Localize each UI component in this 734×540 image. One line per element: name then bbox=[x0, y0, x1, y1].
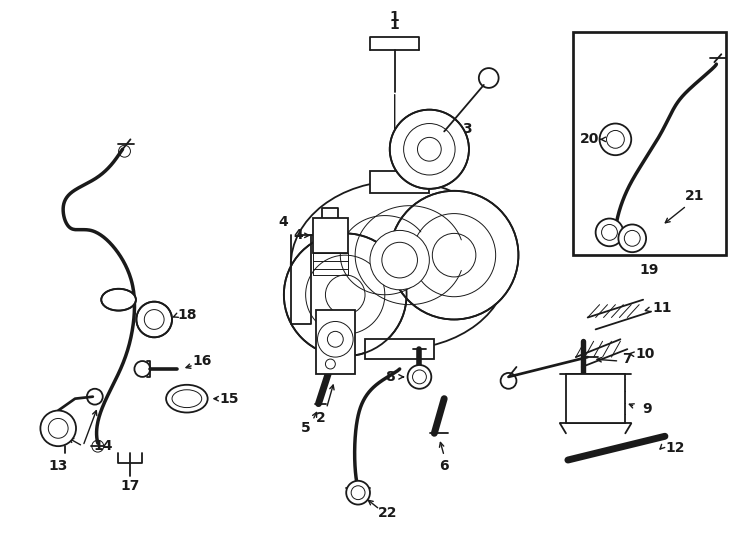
Circle shape bbox=[346, 481, 370, 504]
Text: 10: 10 bbox=[636, 347, 655, 361]
Text: 7: 7 bbox=[622, 352, 632, 366]
Circle shape bbox=[40, 410, 76, 446]
Text: 3: 3 bbox=[462, 123, 472, 137]
Text: 9: 9 bbox=[642, 402, 652, 416]
Text: 4: 4 bbox=[278, 215, 288, 230]
Text: 19: 19 bbox=[639, 263, 658, 277]
Circle shape bbox=[370, 231, 429, 290]
Text: 2: 2 bbox=[316, 411, 325, 426]
Text: 4: 4 bbox=[294, 228, 304, 242]
Text: 16: 16 bbox=[192, 354, 211, 368]
Text: 5: 5 bbox=[301, 421, 310, 435]
Text: 13: 13 bbox=[48, 459, 68, 473]
Text: 18: 18 bbox=[177, 308, 197, 321]
Text: 14: 14 bbox=[93, 439, 112, 453]
Text: 12: 12 bbox=[665, 441, 685, 455]
Circle shape bbox=[600, 124, 631, 155]
Text: 6: 6 bbox=[440, 459, 449, 473]
Circle shape bbox=[390, 110, 469, 189]
Bar bbox=[316, 309, 355, 374]
Text: 22: 22 bbox=[378, 507, 398, 521]
Text: 21: 21 bbox=[685, 189, 705, 203]
Bar bbox=[573, 32, 726, 255]
Text: 11: 11 bbox=[653, 301, 672, 315]
Circle shape bbox=[137, 302, 172, 338]
Bar bbox=[365, 339, 435, 359]
Circle shape bbox=[618, 225, 646, 252]
Ellipse shape bbox=[101, 289, 136, 310]
Text: 20: 20 bbox=[580, 132, 600, 146]
Circle shape bbox=[595, 219, 623, 246]
Circle shape bbox=[284, 233, 407, 356]
Text: 15: 15 bbox=[219, 392, 239, 406]
Bar bbox=[370, 171, 429, 193]
Bar bbox=[313, 218, 348, 253]
Circle shape bbox=[407, 365, 432, 389]
Text: 17: 17 bbox=[121, 479, 140, 493]
Circle shape bbox=[390, 191, 518, 320]
Text: 8: 8 bbox=[385, 370, 395, 384]
Text: 1: 1 bbox=[390, 10, 399, 24]
Text: 1: 1 bbox=[390, 18, 399, 31]
Bar bbox=[566, 374, 625, 423]
